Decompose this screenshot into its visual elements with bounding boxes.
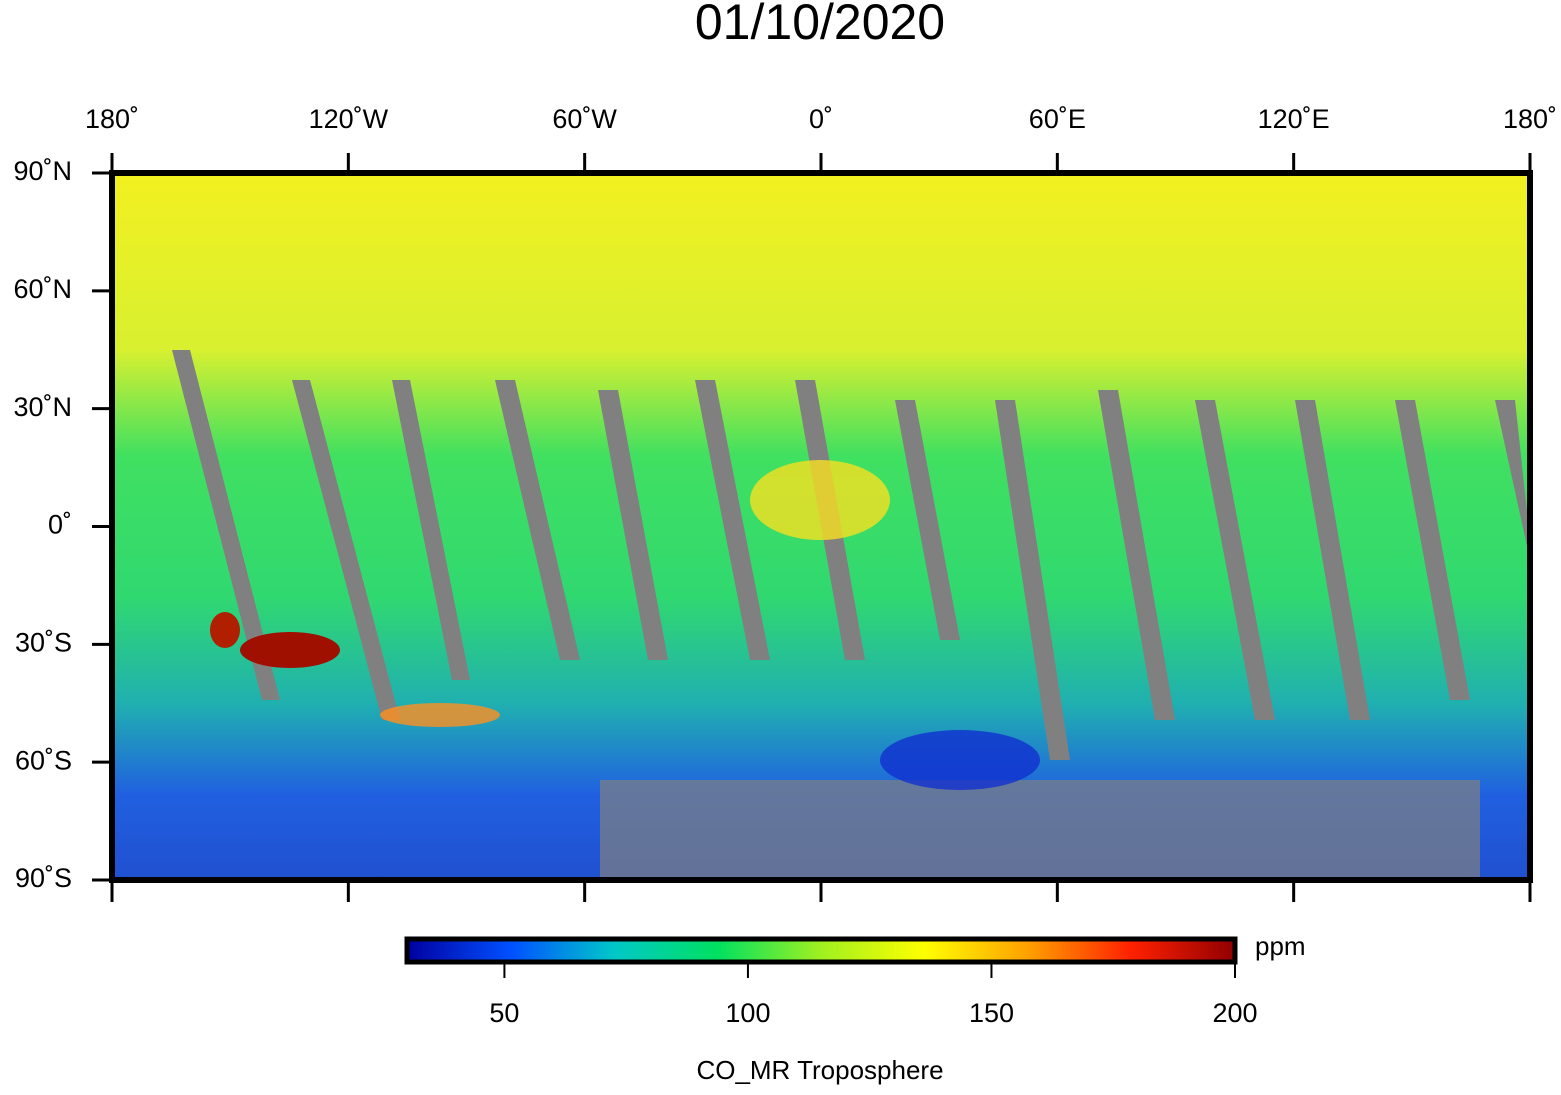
colorbar bbox=[404, 936, 1238, 965]
y-tick-label: 30˚S bbox=[15, 627, 72, 657]
x-tick-label: 60˚W bbox=[552, 104, 617, 134]
x-tick-label: 180˚ bbox=[85, 104, 139, 134]
x-tick-label: 120˚E bbox=[1258, 104, 1330, 134]
colorbar-tick-label: 100 bbox=[725, 998, 770, 1028]
x-tick-label: 180˚ bbox=[1503, 104, 1557, 134]
colorbar-tick-label: 150 bbox=[969, 998, 1014, 1028]
y-tick-label: 90˚S bbox=[15, 863, 72, 893]
colorbar-unit: ppm bbox=[1255, 931, 1306, 961]
x-tick-label: 120˚W bbox=[309, 104, 389, 134]
title: 01/10/2020 bbox=[695, 0, 945, 50]
y-tick-label: 60˚N bbox=[13, 274, 72, 304]
colorbar-title: CO_MR Troposphere bbox=[696, 1055, 943, 1085]
map-field bbox=[112, 173, 1530, 880]
x-tick-label: 0˚ bbox=[809, 104, 833, 134]
swath-gaps bbox=[172, 350, 1530, 880]
hotspots bbox=[210, 460, 1040, 790]
y-tick-label: 30˚N bbox=[13, 392, 72, 422]
y-tick-label: 0˚ bbox=[48, 510, 72, 540]
y-tick-label: 90˚N bbox=[13, 156, 72, 186]
colorbar-tick-label: 50 bbox=[489, 998, 519, 1028]
y-tick-label: 60˚S bbox=[15, 745, 72, 775]
x-tick-label: 60˚E bbox=[1029, 104, 1086, 134]
colorbar-tick-label: 200 bbox=[1212, 998, 1257, 1028]
